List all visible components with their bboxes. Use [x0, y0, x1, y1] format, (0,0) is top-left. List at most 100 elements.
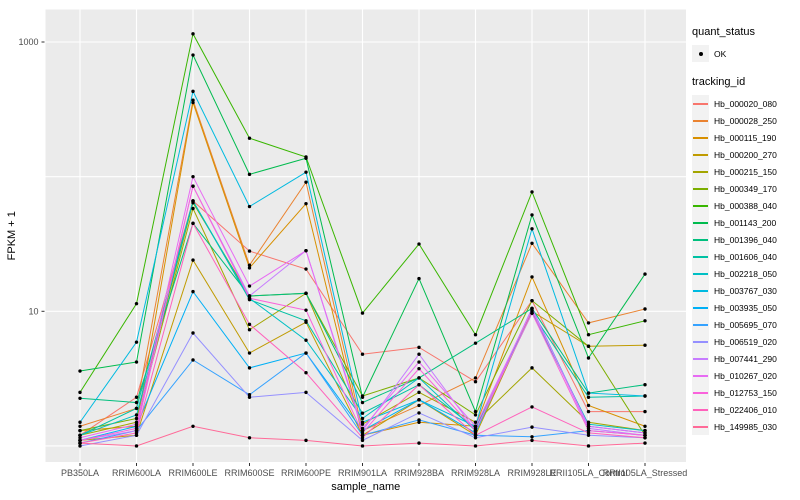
legend-item-label: Hb_000388_040	[714, 200, 777, 211]
line-swatch-icon	[693, 289, 708, 292]
data-point	[586, 356, 591, 360]
data-point	[191, 358, 195, 362]
line-swatch-icon	[693, 408, 708, 411]
x-tick-label: PB350LA	[61, 468, 99, 478]
data-point	[78, 436, 82, 440]
legend-item-Hb_000215_150: Hb_000215_150	[692, 163, 800, 180]
data-point	[417, 441, 421, 445]
data-point	[530, 311, 534, 315]
data-point	[530, 213, 534, 217]
data-point	[78, 369, 82, 373]
data-point	[247, 351, 252, 355]
data-point	[191, 331, 195, 335]
data-point	[78, 438, 82, 443]
legend-item-label: Hb_000200_270	[714, 149, 777, 160]
data-point	[643, 436, 647, 440]
legend-key-point	[692, 45, 709, 62]
data-point	[473, 380, 478, 384]
legend-item-label: Hb_012753_150	[714, 387, 777, 398]
data-point	[78, 396, 82, 400]
data-point	[247, 172, 252, 177]
x-tick-label: RRIM928LE	[507, 468, 556, 478]
legend-item-Hb_012753_150: Hb_012753_150	[692, 384, 800, 401]
data-point	[586, 424, 591, 428]
data-point	[247, 266, 252, 270]
data-point	[78, 428, 82, 433]
data-point	[247, 328, 252, 332]
legend-item-Hb_149985_030: Hb_149985_030	[692, 418, 800, 435]
x-axis-title: sample_name	[331, 481, 400, 493]
legend-item-Hb_003935_050: Hb_003935_050	[692, 299, 800, 316]
data-point	[530, 275, 534, 279]
data-point	[473, 413, 478, 417]
data-point	[530, 405, 534, 409]
legend-item-Hb_000115_190: Hb_000115_190	[692, 129, 800, 146]
data-point	[134, 422, 139, 426]
data-point	[247, 393, 252, 397]
data-point	[247, 136, 252, 140]
legend-title-quant-status: quant_status	[692, 26, 755, 38]
data-point	[191, 184, 195, 188]
data-point	[304, 291, 308, 296]
y-tick-label: 10	[28, 306, 38, 316]
line-swatch-icon	[693, 323, 708, 326]
data-point	[247, 296, 252, 300]
legend-item-label: Hb_003767_030	[714, 285, 777, 296]
data-point	[360, 416, 365, 421]
data-point	[473, 444, 478, 448]
legend-key-line	[692, 146, 709, 163]
data-point	[530, 298, 534, 303]
data-point	[643, 272, 647, 276]
data-point	[586, 409, 591, 414]
line-swatch-icon	[693, 221, 708, 224]
data-point	[360, 436, 365, 440]
data-point	[191, 424, 195, 428]
data-point	[134, 360, 139, 364]
data-point	[530, 241, 534, 245]
data-point	[247, 249, 252, 253]
data-point	[247, 322, 252, 327]
data-point	[360, 420, 365, 424]
data-point	[473, 420, 478, 424]
legend-key-line	[692, 248, 709, 265]
legend-key-line	[692, 418, 709, 435]
data-point	[643, 319, 647, 323]
legend-item-label: Hb_149985_030	[714, 421, 777, 432]
point-icon	[698, 51, 703, 56]
line-swatch-icon	[693, 204, 708, 207]
data-point	[417, 376, 421, 380]
legend-key-line	[692, 180, 709, 197]
data-point	[360, 444, 365, 448]
legend-item-Hb_006519_020: Hb_006519_020	[692, 333, 800, 350]
legend-key-line	[692, 282, 709, 299]
data-point	[134, 444, 139, 448]
legend-key-line	[692, 95, 709, 112]
data-point	[304, 308, 308, 312]
legend-key-line	[692, 112, 709, 129]
legend-item-label: Hb_006519_020	[714, 336, 777, 347]
data-point	[134, 301, 139, 306]
legend-item-label: Hb_022406_010	[714, 404, 777, 415]
legend: quant_status OK tracking_id Hb_000020_08…	[692, 26, 800, 449]
data-point	[643, 424, 647, 428]
data-point	[247, 204, 252, 209]
data-point	[417, 403, 421, 408]
legend-key-line	[692, 316, 709, 333]
legend-tracking-items: Hb_000020_080 Hb_000028_250 Hb_000115_190 H…	[692, 95, 800, 435]
data-point	[473, 376, 478, 380]
data-point	[191, 289, 195, 294]
data-point	[191, 98, 195, 102]
legend-key-line	[692, 129, 709, 146]
data-point	[360, 431, 365, 435]
data-point	[586, 321, 591, 325]
legend-item-Hb_001143_200: Hb_001143_200	[692, 214, 800, 231]
data-point	[134, 413, 139, 417]
data-point	[360, 400, 365, 405]
legend-item-Hb_001396_040: Hb_001396_040	[692, 231, 800, 248]
data-point	[586, 344, 591, 348]
legend-item-Hb_005695_070: Hb_005695_070	[692, 316, 800, 333]
legend-item-Hb_000028_250: Hb_000028_250	[692, 112, 800, 129]
line-swatch-icon	[693, 374, 708, 377]
data-point	[191, 199, 195, 203]
